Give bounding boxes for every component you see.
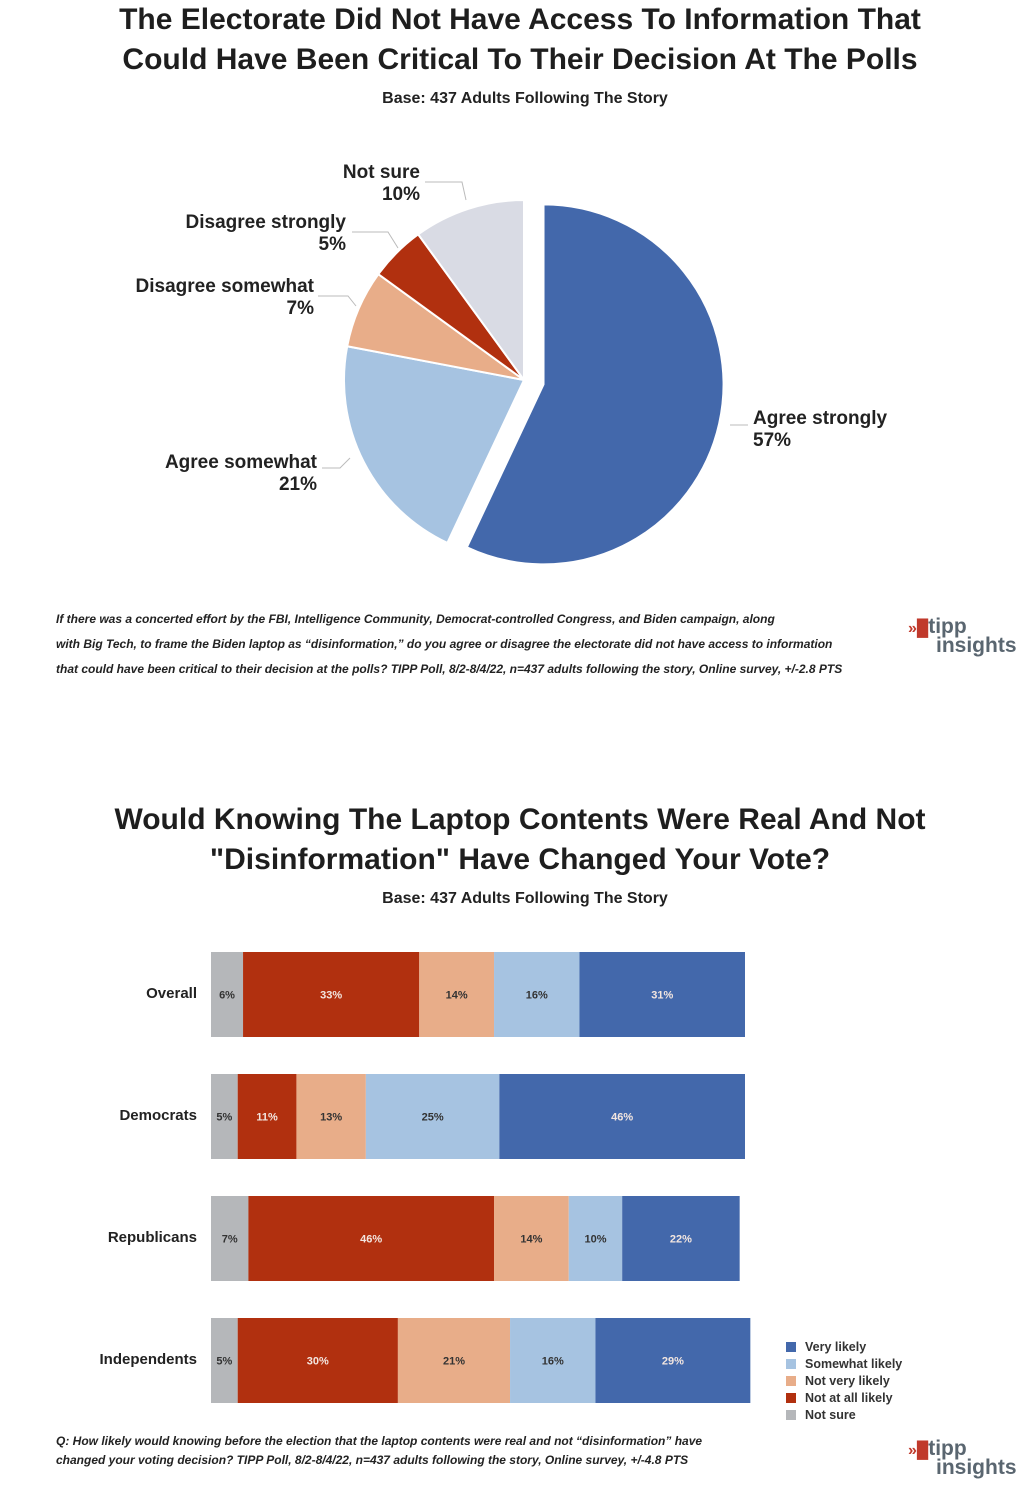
bar-segment <box>211 952 244 1037</box>
bar-segment <box>622 1196 740 1281</box>
bar-data-label: 46% <box>360 1234 382 1246</box>
bar-data-label: 21% <box>443 1356 465 1368</box>
bar-segment <box>510 1318 596 1403</box>
legend-item: Not very likely <box>786 1372 902 1389</box>
bar-segment <box>243 952 420 1037</box>
bar-segment <box>365 1074 500 1159</box>
bar-data-label: 16% <box>542 1356 564 1368</box>
bar-segment <box>499 1074 745 1159</box>
category-label: Democrats <box>119 1107 197 1124</box>
bar-data-label: 16% <box>526 990 548 1002</box>
title-line-1: Would Knowing The Laptop Contents Were R… <box>114 803 926 836</box>
bar-data-label: 14% <box>520 1234 542 1246</box>
bar-segment <box>237 1074 297 1159</box>
category-label: Independents <box>99 1351 197 1368</box>
bar-data-label: 14% <box>446 990 468 1002</box>
tipp-insights-logo: »█tipp insights <box>908 1437 1017 1479</box>
bar-footnote: Q: How likely would knowing before the e… <box>56 1434 703 1467</box>
bar-chart-title: Would Knowing The Laptop Contents Were R… <box>0 800 1033 880</box>
bar-data-label: 31% <box>651 990 673 1002</box>
bar-data-label: 6% <box>219 990 235 1002</box>
title-line-1: The Electorate Did Not Have Access To In… <box>119 3 921 36</box>
pie-label-disagree-strongly: Disagree strongly 5% <box>185 212 347 255</box>
pie-label-not-sure: Not sure 10% <box>342 162 420 205</box>
legend-item: Not at all likely <box>786 1389 902 1406</box>
leader-line <box>425 181 467 201</box>
pie-label-disagree-somewhat: Disagree somewhat 7% <box>135 276 314 319</box>
bar-data-label: 22% <box>670 1234 692 1246</box>
category-label: Republicans <box>107 1229 197 1246</box>
pie-footnote: If there was a concerted effort by the F… <box>56 612 843 676</box>
bar-segment <box>595 1318 751 1403</box>
title-line-2: "Disinformation" Have Changed Your Vote? <box>209 843 831 876</box>
category-label: Overall <box>146 985 197 1002</box>
legend: Very likely Somewhat likely Not very lik… <box>786 1338 902 1423</box>
bar-data-label: 46% <box>611 1112 633 1124</box>
bar-data-label: 25% <box>422 1112 444 1124</box>
bar-segment <box>494 1196 569 1281</box>
pie-slice-agree-strongly <box>465 203 725 566</box>
bar-segment <box>494 952 580 1037</box>
bar-segment <box>237 1318 398 1403</box>
bar-data-label: 5% <box>216 1112 232 1124</box>
pie-slice-agree-somewhat <box>343 345 526 545</box>
bar-segment <box>296 1074 366 1159</box>
legend-item: Somewhat likely <box>786 1355 902 1372</box>
pie-label-agree-strongly: Agree strongly 57% <box>753 408 888 451</box>
logo-mark-icon: »█ <box>908 620 929 637</box>
bar-segment <box>211 1074 238 1159</box>
legend-item: Not sure <box>786 1406 902 1423</box>
bar-segment <box>568 1196 623 1281</box>
bar-segment <box>211 1318 238 1403</box>
bar-segment <box>248 1196 495 1281</box>
bar-data-label: 29% <box>662 1356 684 1368</box>
bar-data-label: 13% <box>320 1112 342 1124</box>
bar-segment <box>397 1318 511 1403</box>
bar-data-label: 30% <box>307 1356 329 1368</box>
leader-line <box>318 295 357 307</box>
pie-chart-title: The Electorate Did Not Have Access To In… <box>0 0 1033 80</box>
leader-line <box>322 457 351 469</box>
bar-segment <box>579 952 745 1037</box>
bar-data-label: 11% <box>256 1112 278 1124</box>
bar-segment <box>419 952 495 1037</box>
title-line-2: Could Have Been Critical To Their Decisi… <box>122 43 918 76</box>
legend-item: Very likely <box>786 1338 902 1355</box>
bar-subtitle: Base: 437 Adults Following The Story <box>382 890 668 907</box>
bar-data-label: 33% <box>320 990 342 1002</box>
pie-slice-not-sure <box>416 198 525 384</box>
bar-data-label: 5% <box>216 1356 232 1368</box>
bar-data-label: 7% <box>222 1234 238 1246</box>
tipp-insights-logo: »█tipp insights <box>908 615 1017 657</box>
pie-subtitle: Base: 437 Adults Following The Story <box>382 90 668 107</box>
bar-data-label: 10% <box>584 1234 606 1246</box>
logo-mark-icon: »█ <box>908 1442 929 1459</box>
pie-label-agree-somewhat: Agree somewhat 21% <box>164 452 317 495</box>
leader-line <box>352 231 399 249</box>
bar-segment <box>211 1196 249 1281</box>
